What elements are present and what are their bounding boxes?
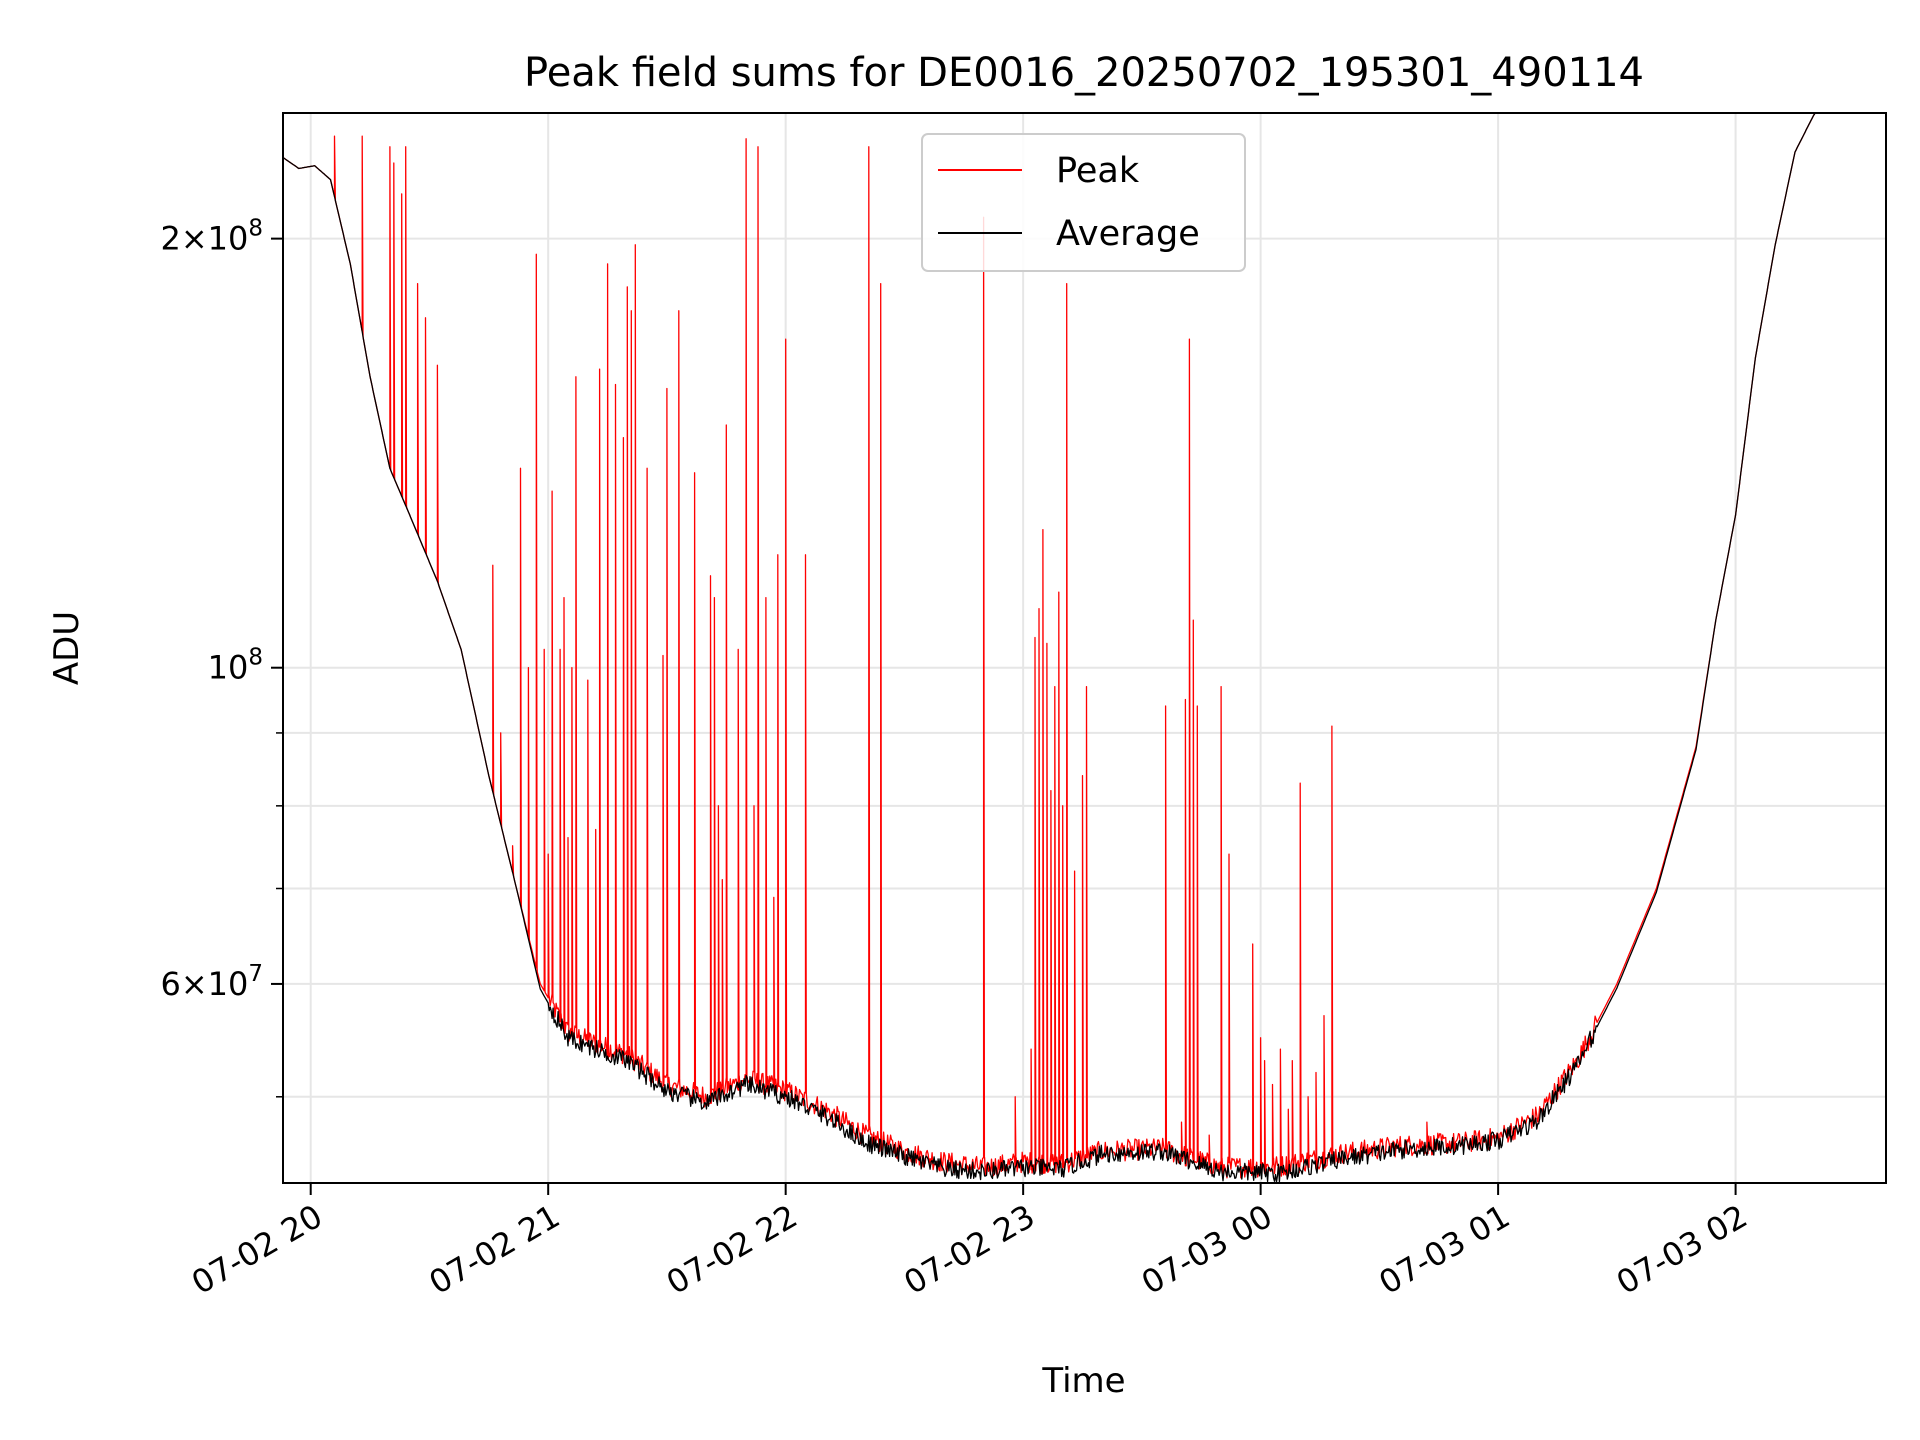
y-tick-label: 108 <box>208 645 263 687</box>
y-axis-label: ADU <box>47 611 87 685</box>
plot-area <box>282 113 1816 1183</box>
legend: Peak Average <box>921 133 1246 272</box>
legend-peak-label: Peak <box>1056 151 1140 191</box>
chart-title: Peak field sums for DE0016_20250702_1953… <box>524 50 1644 96</box>
series-average-line <box>282 113 1816 1183</box>
legend-box <box>921 133 1246 272</box>
x-axis-label: Time <box>1041 1361 1125 1401</box>
legend-average-label: Average <box>1056 214 1200 254</box>
y-tick-label: 2×108 <box>160 216 263 258</box>
y-tick-label: 6×107 <box>160 961 263 1003</box>
axes-frame <box>282 112 1887 1184</box>
